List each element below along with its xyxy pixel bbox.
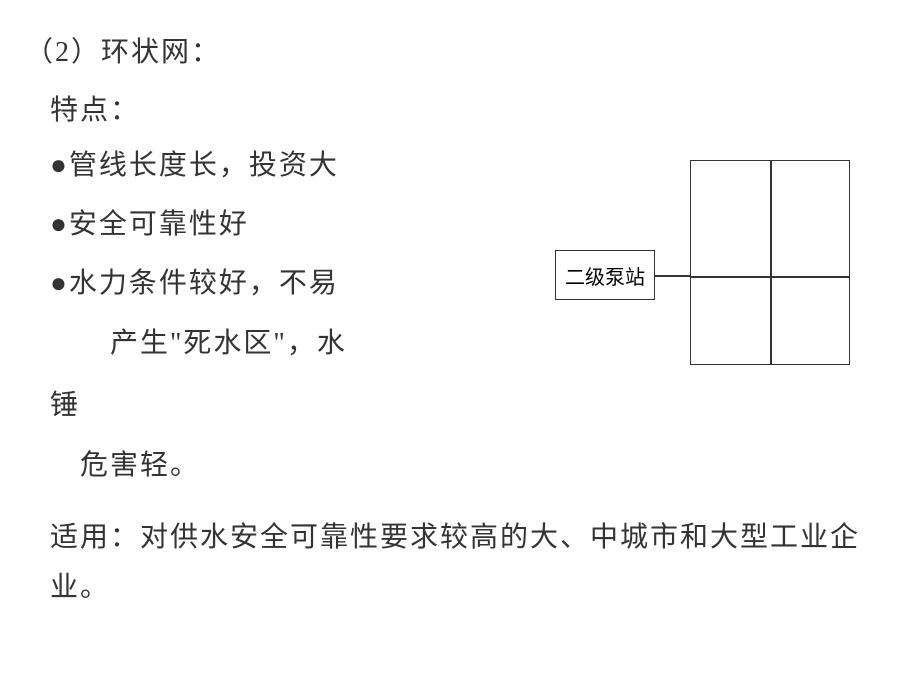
bullet-text-2: ●安全可靠性好	[50, 209, 249, 240]
bullet-text-1: ●管线长度长，投资大	[50, 150, 339, 181]
application-text: 适用：对供水安全可靠性要求较高的大、中城市和大型工业企业。	[50, 513, 895, 614]
network-grid	[690, 160, 850, 365]
light-text: 危害轻。	[80, 443, 895, 483]
pump-station-box: 二级泵站	[555, 250, 655, 300]
ring-network-diagram: 二级泵站	[555, 155, 855, 370]
bullet-text-3: ●水力条件较好，不易	[50, 268, 339, 299]
connection-line	[655, 275, 690, 277]
features-subtitle: 特点：	[50, 88, 895, 128]
hammer-text: 锤	[50, 383, 895, 423]
pump-station-label: 二级泵站	[565, 261, 645, 290]
grid-vertical-line	[770, 161, 772, 364]
section-title: （2）环状网：	[25, 30, 895, 70]
